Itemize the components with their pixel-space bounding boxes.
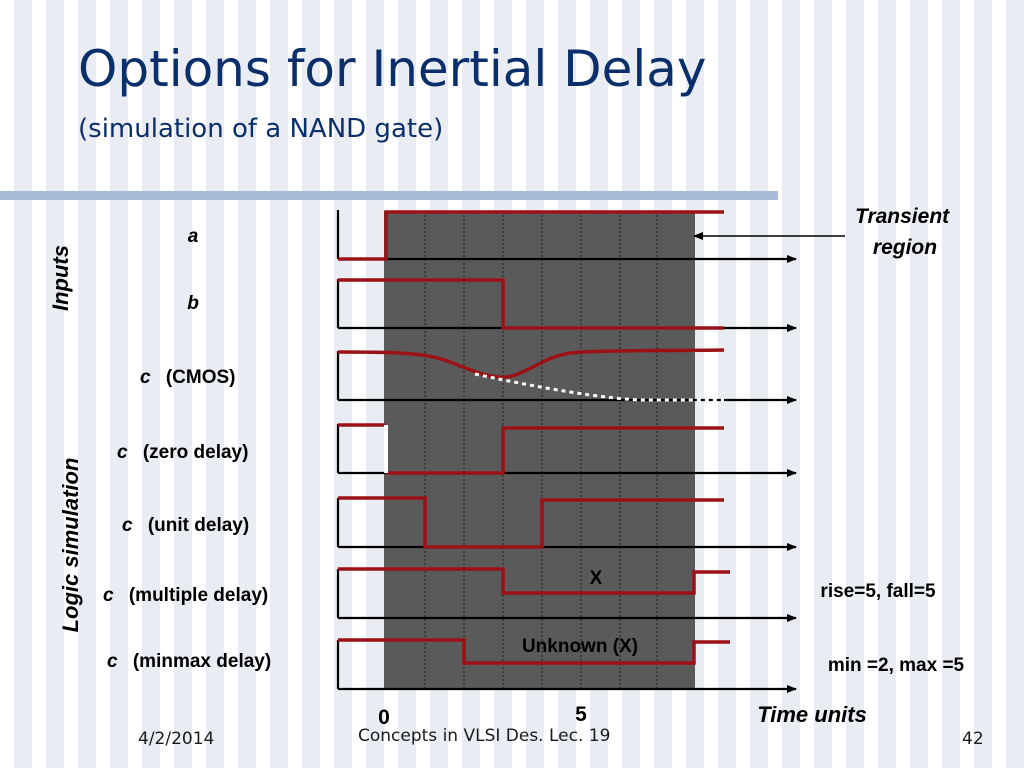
waveform-c-multiple-delay [338,567,730,595]
time-tick-0: 0 [378,706,390,729]
unknown-x-minmax-label: Unknown (X) [522,636,638,657]
waveform-c-minmax-delay [338,638,730,665]
min-max-note: min =2, max =5 [828,655,965,676]
title-underline-bar [0,191,778,200]
signal-label-b: b [187,293,199,314]
waveform-b [338,278,724,330]
signal-label-a: a [188,226,199,247]
time-axis-label: Time units [757,702,867,727]
transient-region-shade [384,211,695,689]
footer-title: Concepts in VLSI Des. Lec. 19 [358,726,611,746]
group-label-logic-simulation: Logic simulation [58,458,83,633]
waveform-a [338,210,724,261]
cmos-ideal-dashed-curve [474,372,724,402]
time-tick-5: 5 [575,703,587,726]
footer-page-number: 42 [962,729,984,749]
signal-label-c-unit-delay: c (unit delay) [122,515,249,536]
signal-label-c-minmax-delay: c (minmax delay) [107,651,271,672]
row-axes [336,210,797,693]
signal-label-c-multiple-delay: c (multiple delay) [103,585,268,606]
unknown-x-label: X [590,568,603,589]
slide-title: Options for Inertial Delay [78,40,707,98]
slide-subtitle: (simulation of a NAND gate) [78,114,444,144]
group-label-inputs: Inputs [48,245,73,311]
signal-label-c-cmos: c (CMOS) [140,367,236,388]
signal-label-c-zero-delay: c (zero delay) [117,442,248,463]
transient-region-label: Transient region [855,205,955,259]
rise-fall-note: rise=5, fall=5 [820,581,936,602]
waveform-c-zero-delay [338,423,724,475]
footer-date: 4/2/2014 [138,729,215,749]
waveform-c-cmos [337,348,725,379]
waveform-c-unit-delay [338,496,724,549]
